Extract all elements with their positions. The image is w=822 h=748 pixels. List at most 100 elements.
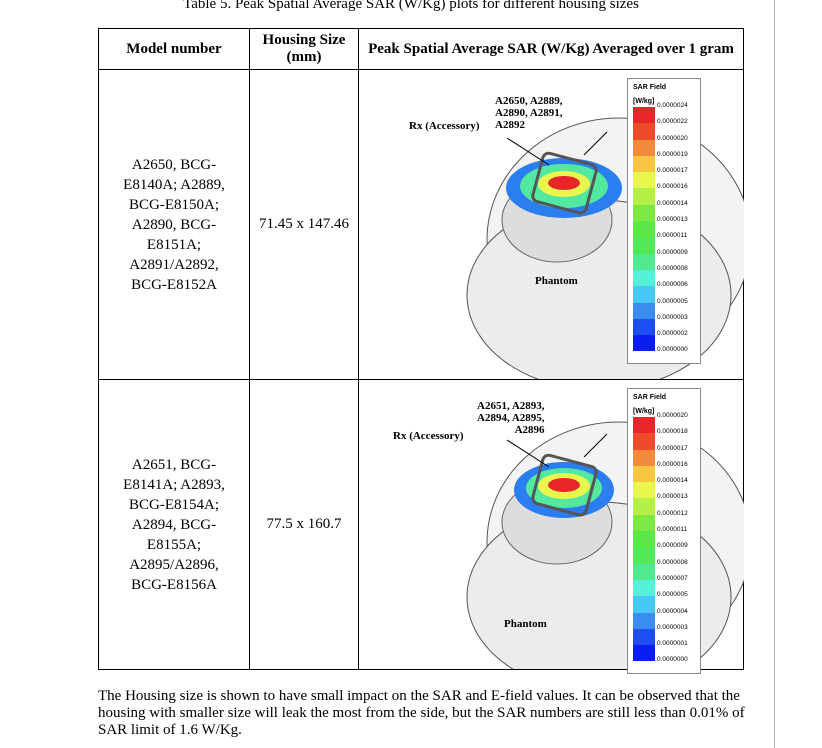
legend-swatch — [633, 417, 655, 434]
legend-unit: [W/kg] — [633, 98, 655, 105]
rx-label: Rx (Accessory) — [393, 430, 464, 442]
legend-value: 0.0000016 — [657, 460, 688, 468]
legend-row: 0.0000004 — [628, 608, 700, 629]
legend-row: 0.0000018 — [628, 428, 700, 450]
model-line: BCG-E8150A; — [129, 196, 219, 213]
model-line: A2894, BCG- — [131, 516, 217, 533]
legend-row: 0.0000003 — [628, 624, 700, 646]
legend-swatch — [633, 221, 655, 238]
legend-row: 0.0000013 — [628, 493, 700, 515]
legend-row: 0.0000013 — [628, 216, 700, 238]
legend-value: 0.0000014 — [657, 477, 688, 485]
legend-swatch — [633, 547, 655, 564]
sar-plot: SAR Field [W/kg] 0.0000020 0.0000018 0.00000… — [358, 379, 744, 675]
legend-row: 0.0000016 — [628, 461, 700, 483]
body-paragraph: The Housing size is shown to have small … — [98, 688, 745, 738]
legend-value: 0.0000002 — [657, 330, 688, 338]
legend-unit: [W/kg] — [633, 408, 655, 415]
legend-swatch — [633, 302, 655, 319]
legend-value: 0.0000020 — [657, 134, 688, 142]
sar-plot: SAR Field [W/kg] 0.0000024 0.0000022 0.00000… — [358, 69, 744, 380]
legend-row: 0.0000011 — [628, 526, 700, 548]
model-cell: A2651, BCG- E8141A; A2893, BCG-E8154A; A289… — [98, 379, 250, 670]
legend-swatch — [633, 204, 655, 222]
sar-legend: SAR Field [W/kg] 0.0000024 0.0000022 0.00000… — [627, 78, 701, 365]
legend-value: 0.0000014 — [657, 199, 688, 207]
legend-swatch — [633, 531, 655, 548]
header-sar: Peak Spatial Average SAR (W/Kg) Averaged… — [358, 28, 744, 70]
legend-swatch — [633, 579, 655, 597]
legend-value: 0.0000017 — [657, 167, 688, 175]
table-caption: Table 5. Peak Spatial Average SAR (W/Kg)… — [183, 0, 639, 12]
legend-row: 0.0000007 — [628, 575, 700, 597]
model-line: BCG-E8154A; — [129, 496, 219, 513]
legend-value: 0.0000013 — [657, 493, 688, 501]
legend-title: SAR Field — [633, 394, 667, 401]
legend-value: 0.0000008 — [657, 264, 688, 272]
table-row: A2650, BCG- E8140A; A2889, BCG-E8150A; A289… — [98, 69, 744, 380]
legend-swatch — [633, 335, 655, 352]
legend-value: 0.0000017 — [657, 444, 688, 452]
model-line: E8140A; A2889, — [123, 176, 225, 193]
legend-value: 0.0000013 — [657, 216, 688, 224]
legend-swatch — [633, 139, 655, 156]
legend-value: 0.0000018 — [657, 428, 688, 436]
sar-legend: SAR Field [W/kg] 0.0000020 0.0000018 0.00000… — [627, 388, 701, 675]
header-model: Model number — [98, 28, 250, 70]
model-line: A2895/A2896, — [129, 556, 219, 573]
legend-row: 0.0000020 — [628, 135, 700, 156]
legend-swatch — [633, 498, 655, 515]
legend-value: 0.0000022 — [657, 118, 688, 126]
legend-value: 0.0000006 — [657, 281, 688, 289]
legend-value: 0.0000011 — [657, 232, 688, 240]
legend-swatch — [633, 645, 655, 662]
legend-row: 0.0000008 — [628, 559, 700, 580]
legend-value: 0.0000009 — [657, 542, 688, 550]
legend-row: 0.0000022 — [628, 118, 700, 140]
legend-row: 0.0000017 — [628, 167, 700, 189]
legend-swatch — [633, 514, 655, 532]
legend-value: 0.0000009 — [657, 248, 688, 256]
model-line: E8155A; — [146, 536, 202, 553]
legend-row: 0.0000005 — [628, 298, 700, 319]
model-line: A2890, BCG- — [131, 216, 217, 233]
legend-value: 0.0000007 — [657, 574, 688, 582]
legend-value: 0.0000020 — [657, 412, 688, 419]
legend-swatch — [633, 482, 655, 499]
legend-swatch — [633, 465, 655, 483]
sar-table: Model number Housing Size (mm) Peak Spat… — [98, 28, 744, 675]
model-line: BCG-E8152A — [131, 276, 217, 293]
model-cell: A2650, BCG- E8140A; A2889, BCG-E8150A; A289… — [98, 69, 250, 380]
model-line: E8141A; A2893, — [123, 476, 225, 493]
legend-swatch — [633, 253, 655, 270]
legend-value: 0.0000024 — [657, 102, 688, 109]
legend-row: 0.0000012 — [628, 510, 700, 532]
legend-swatch — [633, 155, 655, 173]
legend-swatch — [633, 269, 655, 287]
size-cell: 77.5 x 160.7 — [249, 379, 359, 670]
legend-swatch — [633, 596, 655, 613]
legend-swatch — [633, 433, 655, 450]
legend-row: 0.0000002 — [628, 330, 700, 352]
legend-swatch — [633, 188, 655, 205]
device-label: A2651, A2893, A2894, A2895, A2896 — [477, 400, 545, 436]
legend-row: 0.0000019 — [628, 151, 700, 173]
legend-swatch — [633, 318, 655, 336]
legend-row: 0.0000009 — [628, 249, 700, 270]
legend-value: 0.0000001 — [657, 640, 688, 648]
legend-value: 0.0000019 — [657, 150, 688, 158]
legend-row: 0.0000008 — [628, 265, 700, 287]
legend-value: 0.0000000 — [657, 346, 688, 354]
legend-value: 0.0000008 — [657, 558, 688, 566]
legend-title: SAR Field — [633, 84, 667, 91]
legend-row: 0.0000003 — [628, 314, 700, 336]
size-cell: 71.45 x 147.46 — [249, 69, 359, 380]
model-line: A2891/A2892, — [129, 256, 219, 273]
legend-row: 0.0000017 — [628, 445, 700, 466]
model-line: A2651, BCG- — [131, 456, 217, 473]
table-row: A2651, BCG- E8141A; A2893, BCG-E8154A; A289… — [98, 379, 744, 675]
legend-value: 0.0000000 — [657, 656, 688, 664]
legend-row: 0.0000014 — [628, 200, 700, 222]
legend-row: 0.0000001 — [628, 640, 700, 662]
legend-value: 0.0000012 — [657, 509, 688, 517]
